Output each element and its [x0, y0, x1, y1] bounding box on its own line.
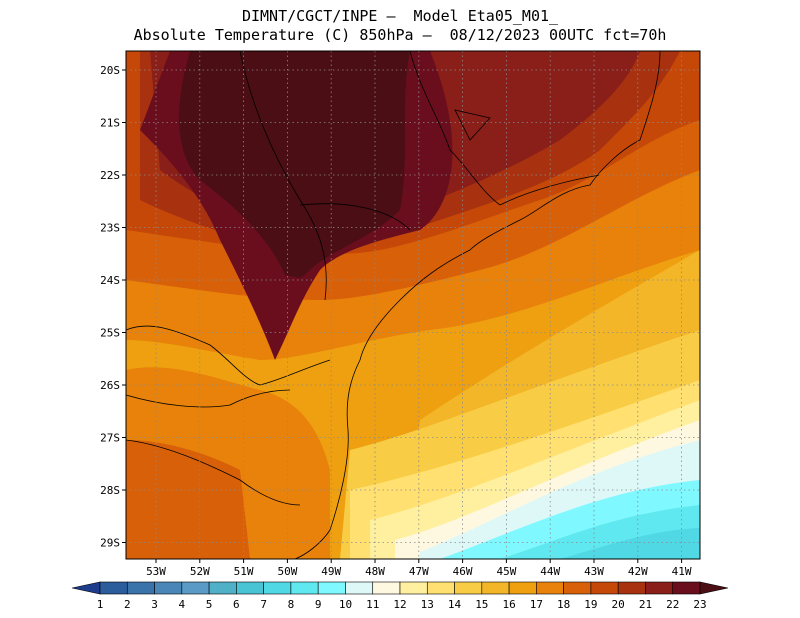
colorbar-swatch [372, 581, 401, 595]
lat-label: 20S [100, 64, 120, 77]
colorbar-swatch [563, 581, 592, 595]
colorbar-label: 17 [530, 598, 543, 611]
map-field [126, 51, 700, 559]
lat-label: 21S [100, 117, 120, 130]
lon-label: 51W [234, 565, 254, 578]
colorbar-label: 1 [97, 598, 104, 611]
colorbar-swatch [208, 581, 237, 595]
reservoir-outline [454, 109, 491, 141]
colorbar-label: 16 [502, 598, 515, 611]
lon-label: 42W [628, 565, 648, 578]
lon-label: 53W [146, 565, 166, 578]
chart-title: DIMNT/CGCT/INPE – Model Eta05_M01_ [241, 7, 559, 25]
colorbar-swatch [126, 581, 155, 595]
latitude-labels: 20S 21S 22S 23S 24S 25S 26S 27S 28S 29S [100, 64, 126, 550]
lon-label: 49W [321, 565, 341, 578]
colorbar-label: 13 [421, 598, 434, 611]
colorbar-label: 5 [206, 598, 213, 611]
colorbar-label: 19 [584, 598, 597, 611]
colorbar-max-arrow [699, 581, 729, 595]
colorbar-swatch [317, 581, 346, 595]
colorbar-swatch [617, 581, 646, 595]
map-gridlines [126, 51, 700, 559]
state-border-sp-ms [239, 51, 327, 301]
colorbar-label: 22 [666, 598, 679, 611]
chart-subtitle: Absolute Temperature (C) 850hPa – 08/12/… [133, 26, 667, 44]
colorbar-label: 3 [151, 598, 158, 611]
colorbar-swatch [399, 581, 428, 595]
colorbar-label: 8 [288, 598, 295, 611]
colorbar: 1 2 3 4 5 6 7 8 9 10 11 12 13 14 15 16 17 18 19 20 21 22 23 [71, 581, 729, 611]
colorbar-swatch [536, 581, 564, 595]
colorbar-label: 7 [260, 598, 267, 611]
lat-label: 22S [100, 169, 120, 182]
colorbar-label: 18 [557, 598, 570, 611]
lon-label: 43W [584, 565, 604, 578]
lon-label: 48W [365, 565, 385, 578]
colorbar-label: 2 [124, 598, 131, 611]
state-border-rs [126, 439, 301, 506]
colorbar-swatch [454, 581, 483, 595]
colorbar-swatch [481, 581, 510, 595]
colorbar-label: 12 [393, 598, 406, 611]
colorbar-label: 20 [612, 598, 625, 611]
colorbar-swatch [672, 581, 701, 595]
colorbar-label: 4 [179, 598, 186, 611]
state-border-sp-pr [299, 203, 411, 231]
lon-label: 52W [190, 565, 210, 578]
lat-label: 26S [100, 379, 120, 392]
lon-label: 47W [409, 565, 429, 578]
colorbar-min-arrow [71, 581, 101, 595]
longitude-labels: 53W 52W 51W 50W 49W 48W 47W 46W 45W 44W 43W 42W 41W [146, 559, 692, 578]
map-frame [125, 50, 701, 560]
boundaries [126, 51, 661, 559]
lat-label: 27S [100, 432, 120, 445]
lat-label: 24S [100, 274, 120, 287]
colorbar-swatch [181, 581, 210, 595]
colorbar-label: 23 [693, 598, 706, 611]
colorbar-swatch [99, 581, 128, 595]
colorbar-swatch [426, 581, 455, 595]
lon-label: 45W [496, 565, 516, 578]
colorbar-swatch [154, 581, 183, 595]
lat-label: 25S [100, 327, 120, 340]
colorbar-swatch [590, 581, 619, 595]
colorbar-label: 9 [315, 598, 322, 611]
colorbar-swatch [345, 581, 374, 595]
state-border-sc-rs [126, 389, 291, 408]
colorbar-swatch [645, 581, 674, 595]
state-border-pr-sc [126, 325, 331, 386]
colorbar-label: 10 [339, 598, 352, 611]
field-band-8 [560, 528, 700, 559]
field-band-max [179, 51, 410, 281]
colorbar-label: 11 [366, 598, 379, 611]
colorbar-swatch [263, 581, 292, 595]
colorbar-label: 14 [448, 598, 462, 611]
colorbar-label: 21 [639, 598, 652, 611]
lon-label: 44W [540, 565, 560, 578]
lon-label: 46W [453, 565, 473, 578]
lon-label: 41W [672, 565, 692, 578]
lat-label: 29S [100, 537, 120, 550]
colorbar-swatch [236, 581, 264, 595]
colorbar-swatch [508, 581, 537, 595]
coastline [294, 51, 661, 559]
lon-label: 50W [277, 565, 297, 578]
field-band-23-tip [269, 275, 310, 345]
colorbar-swatch [290, 581, 319, 595]
colorbar-label: 15 [475, 598, 488, 611]
lat-label: 28S [100, 484, 120, 497]
colorbar-label: 6 [233, 598, 240, 611]
lat-label: 23S [100, 222, 120, 235]
state-border-mg [409, 51, 501, 206]
